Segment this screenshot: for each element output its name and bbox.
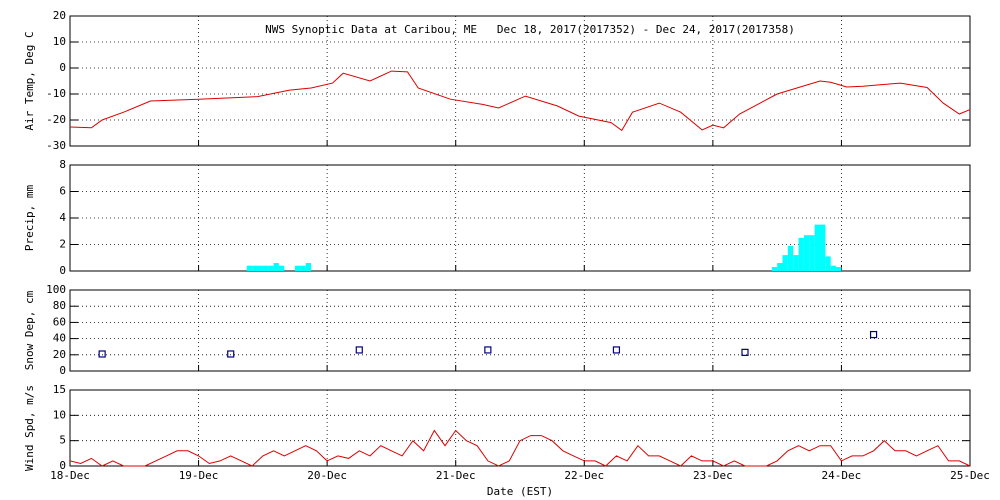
bar	[830, 265, 837, 271]
panel-frame	[69, 289, 971, 372]
bar	[825, 256, 831, 271]
point	[869, 330, 878, 339]
data-line	[69, 429, 971, 467]
y-tick-label: 60	[53, 315, 66, 328]
x-tick-label: 23-Dec	[693, 469, 733, 482]
bar	[809, 235, 815, 271]
bar	[300, 265, 306, 271]
point	[741, 348, 749, 356]
point	[98, 350, 106, 358]
chart-title: NWS Synoptic Data at Caribou, ME Dec 18,…	[265, 23, 795, 36]
point	[484, 346, 492, 354]
x-axis-label: Date (EST)	[487, 485, 553, 498]
x-tick-label: 22-Dec	[564, 469, 604, 482]
x-tick-label: 19-Dec	[179, 469, 219, 482]
y-tick-label: 100	[46, 283, 66, 296]
bar	[252, 265, 258, 271]
y-tick-label: 15	[53, 383, 66, 396]
y-axis-label: Snow Dep, cm	[23, 290, 36, 370]
y-tick-label: 10	[53, 408, 66, 421]
y-tick-label: 0	[59, 264, 66, 277]
y-axis-label: Air Temp, Deg C	[23, 31, 36, 130]
x-tick-label: 24-Dec	[822, 469, 862, 482]
bar	[268, 265, 274, 271]
x-tick-label: 20-Dec	[307, 469, 347, 482]
bar	[814, 224, 820, 271]
bar	[782, 255, 788, 271]
y-axis-label: Wind Spd, m/s	[23, 385, 36, 471]
y-tick-label: 2	[59, 238, 66, 251]
bar	[787, 245, 794, 271]
data-line	[69, 70, 971, 132]
y-tick-label: 10	[53, 35, 66, 48]
bar	[771, 267, 778, 271]
bar	[777, 263, 783, 271]
point	[355, 346, 363, 354]
bar	[278, 265, 285, 271]
y-tick-label: 4	[59, 211, 66, 224]
y-tick-label: 0	[59, 61, 66, 74]
y-tick-label: 80	[53, 299, 66, 312]
y-tick-label: 0	[59, 364, 66, 377]
bar	[262, 265, 269, 271]
bar	[798, 237, 804, 271]
panel-frame	[69, 164, 971, 272]
y-tick-label: 8	[59, 158, 66, 171]
bar	[295, 265, 301, 271]
bar	[273, 263, 279, 271]
y-tick-label: 6	[59, 185, 66, 198]
bar	[836, 267, 842, 271]
y-tick-label: 20	[53, 348, 66, 361]
point	[612, 346, 621, 354]
x-tick-label: 18-Dec	[50, 469, 90, 482]
y-tick-label: 5	[59, 434, 66, 447]
x-tick-label: 25-Dec	[950, 469, 990, 482]
y-tick-label: -30	[46, 139, 66, 152]
point	[227, 350, 235, 358]
y-tick-label: 40	[53, 332, 66, 345]
y-axis-label: Precip, mm	[23, 185, 36, 252]
bar	[257, 265, 263, 271]
y-tick-label: 0	[59, 459, 66, 472]
y-tick-label: 20	[53, 9, 66, 22]
bar	[803, 235, 810, 271]
bar	[305, 263, 312, 271]
y-tick-label: -10	[46, 87, 66, 100]
x-tick-label: 21-Dec	[436, 469, 476, 482]
panel-frame	[69, 389, 971, 467]
bar	[820, 224, 826, 271]
panel-frame	[69, 15, 971, 147]
bar	[246, 265, 253, 271]
bar	[793, 255, 799, 271]
y-tick-label: -20	[46, 113, 66, 126]
